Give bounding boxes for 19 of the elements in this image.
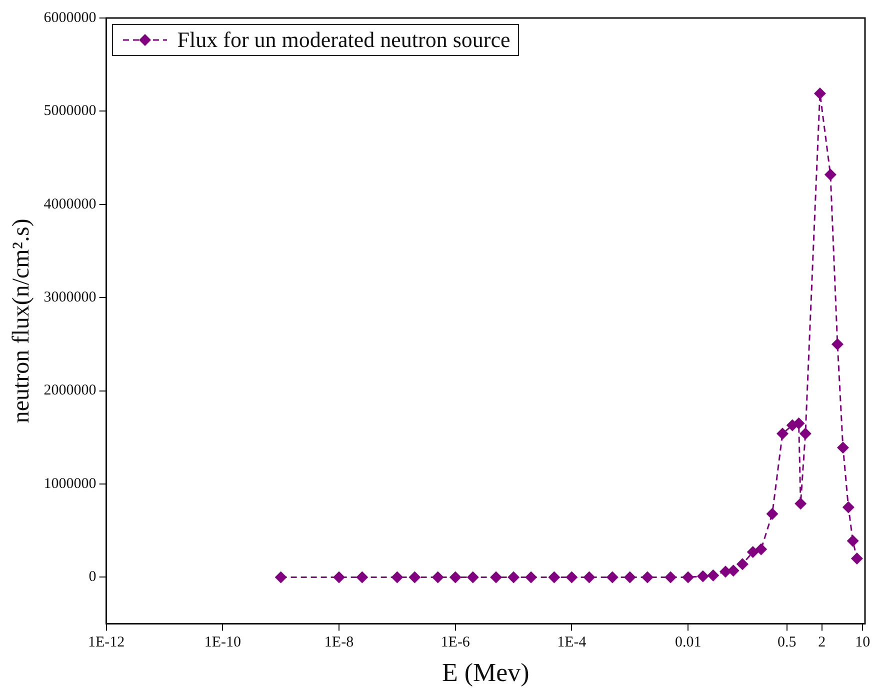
x-tick-label: 1E-8 <box>324 634 354 651</box>
y-tick-label: 5000000 <box>44 103 96 120</box>
y-tick-label: 1000000 <box>44 476 96 492</box>
x-tick-label: 1E-10 <box>204 634 241 651</box>
x-axis-title: E (Mev) <box>442 658 530 688</box>
legend-label: Flux for un moderated neutron source <box>177 27 510 53</box>
x-tick-label: 1E-6 <box>440 634 470 651</box>
x-tick-label: 1E-4 <box>557 634 587 651</box>
y-tick-label: 6000000 <box>44 10 96 26</box>
y-tick-label: 0 <box>88 569 96 586</box>
x-tick-label: 2 <box>818 634 826 651</box>
y-tick-label: 2000000 <box>44 382 96 399</box>
x-tick-label: 1E-12 <box>88 634 125 651</box>
y-tick-label: 3000000 <box>44 290 96 306</box>
y-tick-label: 4000000 <box>44 196 96 212</box>
x-tick-label: 0.5 <box>778 634 796 651</box>
x-tick-label: 0.01 <box>674 634 702 651</box>
x-tick-label: 10 <box>855 634 870 651</box>
y-axis-title: neutron flux(n/cm².s) <box>8 218 35 424</box>
